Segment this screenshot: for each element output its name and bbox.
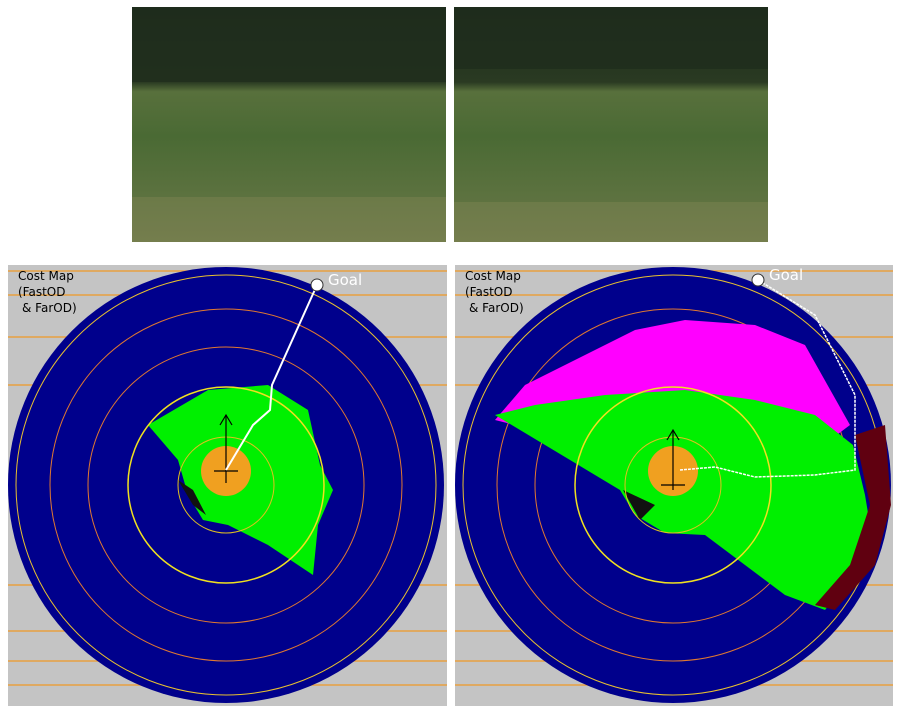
goal-label: Goal — [328, 271, 362, 289]
map-label: & FarOD) — [469, 301, 524, 315]
camera-image-right — [454, 7, 768, 242]
map-label: (FastOD — [465, 285, 512, 299]
map-label: (FastOD — [18, 285, 65, 299]
map-label: Cost Map — [465, 269, 521, 283]
goal-label: Goal — [769, 266, 803, 284]
cost-map-left: Goal Cost Map (FastOD & FarOD) — [8, 265, 447, 706]
camera-image-left — [132, 7, 446, 242]
map-label: Cost Map — [18, 269, 74, 283]
cost-map-right: Goal Cost Map (FastOD & FarOD) — [455, 265, 893, 706]
map-label: & FarOD) — [22, 301, 77, 315]
